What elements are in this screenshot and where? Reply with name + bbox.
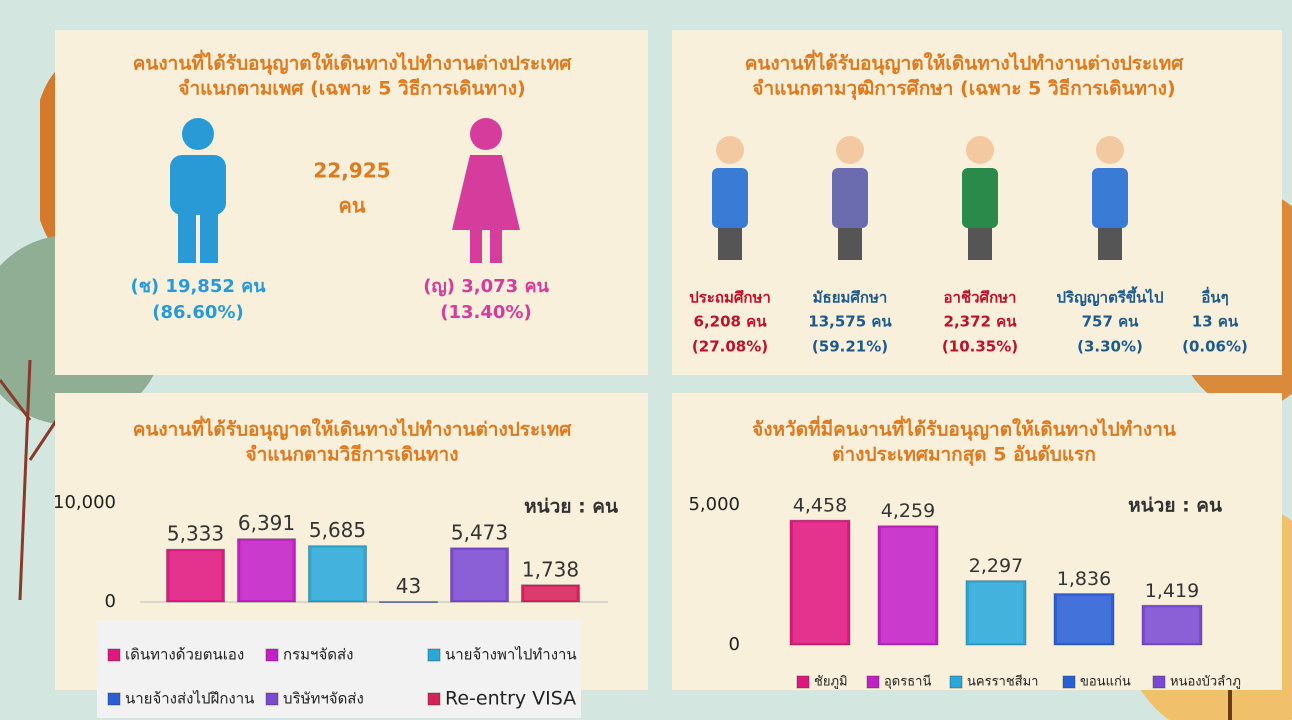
y-tick-label: 0 [729, 634, 740, 655]
legend-swatch [428, 649, 440, 661]
level-percent: (0.06%) [1182, 338, 1248, 356]
legend-label: ขอนแก่น [1080, 675, 1131, 690]
bar-shine [312, 548, 364, 600]
bar-shine [1057, 596, 1111, 643]
total-unit: คน [338, 194, 365, 218]
bar-shine [525, 587, 577, 600]
legend-swatch [1063, 676, 1075, 688]
male-count: (ช) 19,852 คน [130, 276, 266, 297]
panel-title: คนงานที่ได้รับอนุญาตให้เดินทางไปทำงานต่า… [133, 50, 573, 76]
student-icon [716, 136, 744, 164]
y-tick-label: 0 [105, 591, 116, 612]
student-icon [718, 228, 742, 260]
chart-title: คนงานที่ได้รับอนุญาตให้เดินทางไปทำงานต่า… [133, 416, 573, 442]
panel-title: จำแนกตามวุฒิการศึกษา (เฉพาะ 5 วิธีการเดิ… [752, 78, 1175, 101]
value-label: 1,419 [1145, 580, 1199, 602]
level-count: 2,372 คน [944, 313, 1018, 331]
unit-label: หน่วย : คน [524, 496, 618, 518]
panel-title: จำแนกตามเพศ (เฉพาะ 5 วิธีการเดินทาง) [178, 78, 525, 100]
student-icon [968, 228, 992, 260]
level-percent: (3.30%) [1077, 338, 1143, 356]
value-label: 5,333 [167, 522, 224, 546]
level-percent: (59.21%) [812, 338, 888, 356]
legend-label: นายจ้างส่งไปฝึกงาน [125, 690, 254, 708]
chart-title: จำแนกตามวิธีการเดินทาง [245, 444, 458, 466]
legend-swatch [108, 649, 120, 661]
unit-label: หน่วย : คน [1128, 495, 1222, 517]
value-label: 43 [396, 574, 421, 598]
bar-shine [241, 541, 293, 600]
y-tick-label: 10,000 [53, 492, 116, 513]
student-icon [1098, 228, 1122, 260]
legend-label: บริษัทฯจัดส่ง [283, 690, 364, 708]
legend-swatch [266, 693, 278, 705]
student-icon [962, 168, 998, 228]
legend-swatch [797, 676, 809, 688]
bar-shine [454, 550, 506, 600]
bar-shine [969, 583, 1023, 643]
bar-shine [170, 551, 222, 600]
legend-swatch [1153, 676, 1165, 688]
legend-label: Re-entry VISA [445, 688, 576, 710]
level-name: อาชีวศึกษา [944, 289, 1017, 307]
legend-swatch [266, 649, 278, 661]
value-label: 2,297 [969, 555, 1023, 577]
value-label: 5,685 [309, 518, 366, 542]
level-name: ประถมศึกษา [689, 289, 771, 307]
student-icon [836, 136, 864, 164]
legend-swatch [867, 676, 879, 688]
male-percent: (86.60%) [152, 302, 243, 323]
level-count: 13,575 คน [808, 313, 892, 331]
panel-title: คนงานที่ได้รับอนุญาตให้เดินทางไปทำงานต่า… [745, 50, 1185, 76]
legend-swatch [428, 693, 440, 705]
level-name: มัธยมศึกษา [813, 289, 888, 307]
level-percent: (27.08%) [692, 338, 768, 356]
total: 22,925 [313, 159, 390, 183]
student-icon [966, 136, 994, 164]
legend-label: นายจ้างพาไปทำงาน [445, 646, 577, 664]
infographic: คนงานที่ได้รับอนุญาตให้เดินทางไปทำงานต่า… [0, 0, 1292, 720]
legend-label: หนองบัวลำภู [1170, 675, 1241, 690]
value-label: 4,458 [793, 495, 847, 517]
legend-swatch [950, 676, 962, 688]
female-count: (ญ) 3,073 คน [423, 276, 549, 297]
legend-label: เดินทางด้วยตนเอง [125, 646, 244, 664]
level-count: 757 คน [1082, 313, 1140, 331]
bar [380, 602, 438, 603]
level-count: 13 คน [1192, 313, 1239, 331]
chart-title: ต่างประเทศมากสุด 5 อันดับแรก [832, 444, 1096, 467]
bar-shine [881, 528, 935, 643]
legend-swatch [108, 693, 120, 705]
y-tick-label: 5,000 [688, 494, 740, 515]
value-label: 5,473 [451, 520, 508, 544]
student-icon [1092, 168, 1128, 228]
legend-label: นครราชสีมา [967, 674, 1038, 690]
bar-shine [1145, 607, 1199, 643]
bar-shine [793, 522, 847, 643]
student-icon [838, 228, 862, 260]
female-percent: (13.40%) [440, 302, 531, 323]
legend-label: อุดรธานี [884, 674, 931, 690]
legend-label: กรมฯจัดส่ง [283, 646, 353, 664]
value-label: 1,738 [522, 557, 579, 581]
student-icon [832, 168, 868, 228]
legend-label: ชัยภูมิ [814, 675, 848, 690]
student-icon [712, 168, 748, 228]
chart-title: จังหวัดที่มีคนงานที่ได้รับอนุญาตให้เดินท… [752, 416, 1176, 442]
level-name: อื่นๆ [1201, 287, 1228, 307]
value-label: 4,259 [881, 500, 935, 522]
value-label: 6,391 [238, 511, 295, 535]
value-label: 1,836 [1057, 568, 1111, 590]
level-name: ปริญญาตรีขึ้นไป [1057, 286, 1164, 307]
student-icon [1096, 136, 1124, 164]
level-percent: (10.35%) [942, 338, 1018, 356]
level-count: 6,208 คน [694, 313, 768, 331]
